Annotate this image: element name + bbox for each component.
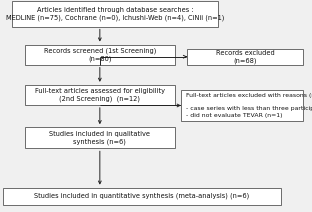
Text: Full-text articles excluded with reasons (n=6) :

- case series with less than t: Full-text articles excluded with reasons… — [186, 93, 312, 118]
Text: Records screened (1st Screening)
(n=80): Records screened (1st Screening) (n=80) — [44, 47, 156, 62]
Text: Full-text articles assessed for eligibility
(2nd Screening)  (n=12): Full-text articles assessed for eligibil… — [35, 88, 165, 102]
Text: Articles identified through database searches :
MEDLINE (n=75), Cochrane (n=0), : Articles identified through database sea… — [6, 7, 225, 21]
Text: Studies included in qualitative
synthesis (n=6): Studies included in qualitative synthesi… — [49, 131, 150, 145]
FancyBboxPatch shape — [187, 49, 303, 65]
FancyBboxPatch shape — [3, 188, 281, 205]
FancyBboxPatch shape — [181, 90, 303, 121]
FancyBboxPatch shape — [25, 127, 175, 148]
FancyBboxPatch shape — [25, 85, 175, 105]
FancyBboxPatch shape — [25, 45, 175, 65]
Text: Studies included in quantitative synthesis (meta-analysis) (n=6): Studies included in quantitative synthes… — [34, 193, 250, 199]
Text: Records excluded
(n=68): Records excluded (n=68) — [216, 50, 274, 64]
FancyBboxPatch shape — [12, 1, 218, 26]
